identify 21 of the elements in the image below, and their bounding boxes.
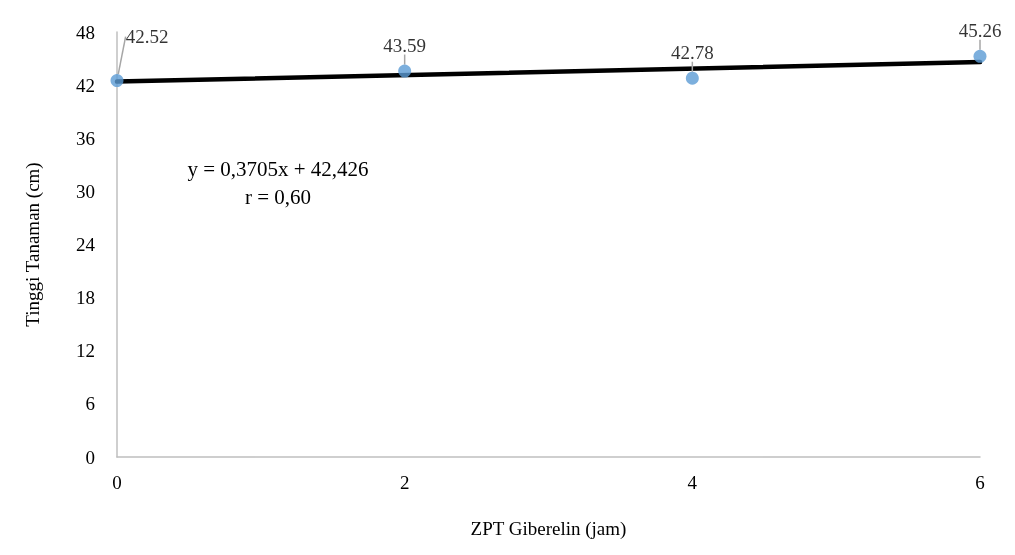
y-tick-label: 6 — [85, 393, 95, 415]
data-label: 45.26 — [958, 19, 1002, 41]
x-tick-label: 0 — [112, 472, 122, 493]
y-axis-title: Tinggi Tanaman (cm) — [22, 162, 44, 327]
y-tick-label: 0 — [85, 446, 95, 468]
x-tick-label: 2 — [399, 472, 410, 493]
x-tick-label: 4 — [687, 472, 698, 493]
data-label: 42.78 — [670, 41, 714, 63]
x-axis-title: ZPT Giberelin (jam) — [470, 518, 627, 540]
y-tick-label: 30 — [76, 180, 95, 202]
y-tick-label: 18 — [76, 287, 95, 309]
data-label: 43.59 — [383, 34, 427, 56]
y-tick-label: 42 — [76, 74, 95, 96]
y-tick-label: 12 — [76, 340, 95, 362]
annotation: r = 0,60 — [244, 184, 312, 209]
y-tick-label: 48 — [76, 21, 95, 43]
y-tick-label: 36 — [76, 127, 95, 149]
data-label: 42.52 — [125, 26, 169, 48]
x-tick-label: 6 — [975, 472, 985, 493]
y-tick-label: 24 — [76, 234, 96, 255]
annotation: y = 0,3705x + 42,426 — [187, 156, 369, 181]
